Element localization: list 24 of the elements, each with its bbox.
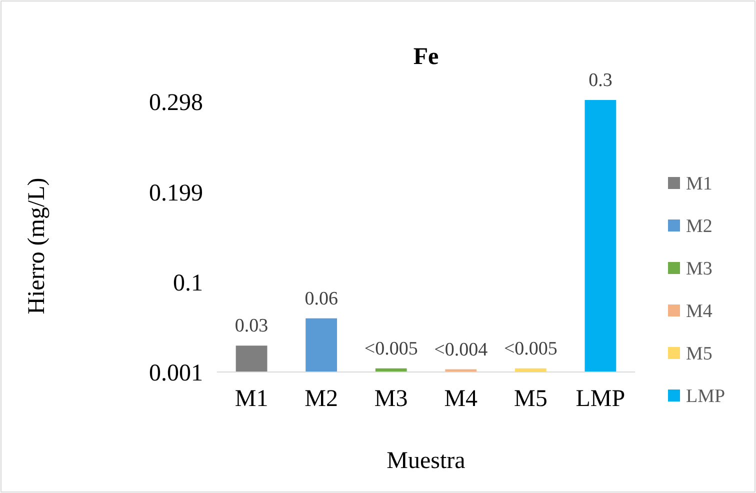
data-label: <0.004	[434, 339, 488, 360]
x-tick-label: M1	[234, 386, 268, 412]
legend-label: M2	[686, 216, 712, 238]
y-tick-label: 0.199	[149, 180, 203, 206]
legend-label: M5	[686, 344, 712, 365]
x-tick-label: M2	[304, 386, 338, 412]
y-tick-label: 0.1	[173, 270, 203, 296]
x-tick-label: M3	[374, 386, 408, 412]
chart-title: Fe	[413, 44, 440, 70]
x-tick-label: M4	[444, 386, 478, 412]
x-tick-label: LMP	[576, 386, 626, 412]
y-axis-title: Hierro (mg/L)	[24, 178, 50, 314]
data-label: 0.3	[588, 70, 612, 91]
data-label: <0.005	[504, 338, 558, 360]
x-tick-label: M5	[514, 386, 548, 412]
x-axis-title: Muestra	[386, 448, 466, 474]
data-label: <0.005	[364, 338, 418, 360]
legend-label: M3	[686, 258, 712, 280]
legend-label: M4	[686, 301, 713, 322]
y-tick-label: 0.298	[149, 90, 203, 116]
data-label: 0.03	[234, 316, 268, 337]
data-label: 0.06	[304, 288, 338, 310]
y-tick-label: 0.001	[149, 360, 203, 386]
legend-label: M1	[686, 174, 712, 195]
